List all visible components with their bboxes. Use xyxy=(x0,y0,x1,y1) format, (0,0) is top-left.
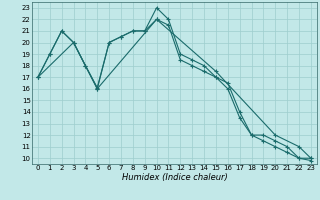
X-axis label: Humidex (Indice chaleur): Humidex (Indice chaleur) xyxy=(122,173,227,182)
